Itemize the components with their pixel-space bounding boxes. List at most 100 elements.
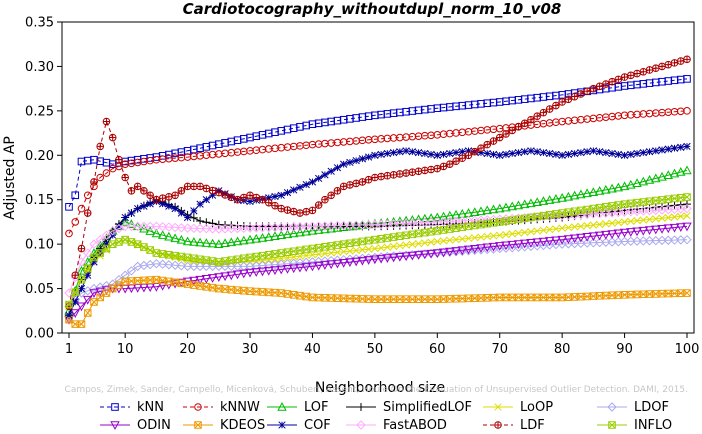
data-point xyxy=(445,210,455,220)
data-point xyxy=(390,171,397,179)
data-point xyxy=(638,176,649,186)
data-point xyxy=(321,171,329,179)
data-point xyxy=(552,102,560,109)
data-point xyxy=(388,253,399,263)
data-point xyxy=(321,243,329,251)
data-point xyxy=(271,202,279,209)
data-point xyxy=(308,206,317,215)
watermark: Campos, Zimek, Sander, Campello, Micenko… xyxy=(65,385,688,395)
data-point xyxy=(363,220,374,230)
data-point xyxy=(359,178,366,186)
data-point xyxy=(526,198,536,208)
data-point xyxy=(158,200,167,208)
data-point xyxy=(139,283,149,293)
data-point xyxy=(519,199,530,209)
data-point xyxy=(176,234,187,244)
data-point xyxy=(145,283,155,293)
data-point xyxy=(489,150,498,159)
data-point xyxy=(414,239,423,248)
data-point xyxy=(276,230,286,240)
data-point xyxy=(596,83,603,90)
data-point xyxy=(558,224,566,232)
data-point xyxy=(264,266,274,276)
data-point xyxy=(664,195,673,203)
data-point xyxy=(476,206,486,216)
data-point xyxy=(340,160,348,168)
series-inflo xyxy=(65,193,691,309)
data-point xyxy=(458,223,467,232)
data-point xyxy=(682,165,692,175)
data-point xyxy=(140,187,148,195)
data-point xyxy=(134,204,142,213)
data-point xyxy=(365,176,372,184)
data-point xyxy=(439,237,448,245)
data-point xyxy=(515,123,522,131)
data-point xyxy=(321,249,329,258)
data-point xyxy=(577,148,585,157)
data-point xyxy=(315,174,323,183)
data-point xyxy=(546,225,554,234)
data-point xyxy=(226,237,237,247)
data-point xyxy=(121,174,129,181)
data-point xyxy=(514,215,523,224)
legend-marker xyxy=(357,403,365,411)
data-point xyxy=(602,220,610,228)
data-point xyxy=(502,217,510,225)
data-point xyxy=(358,237,367,246)
data-point xyxy=(445,160,454,168)
data-point xyxy=(563,235,574,244)
data-point xyxy=(570,207,579,216)
data-point xyxy=(508,127,516,134)
data-point xyxy=(232,261,243,272)
data-point xyxy=(564,223,573,232)
data-point xyxy=(452,157,460,165)
data-point xyxy=(683,55,691,64)
data-point xyxy=(483,219,492,228)
data-point xyxy=(595,203,604,212)
data-point xyxy=(140,187,148,195)
data-point xyxy=(583,222,591,230)
data-point xyxy=(239,235,249,245)
data-point xyxy=(265,199,273,206)
data-point xyxy=(132,284,143,293)
data-point xyxy=(633,70,641,77)
data-point xyxy=(196,217,205,226)
data-point xyxy=(494,242,505,251)
legend-label: KDEOS xyxy=(220,418,265,433)
data-point xyxy=(683,56,691,63)
y-tick-label: 0.15 xyxy=(25,193,54,208)
data-point xyxy=(496,134,504,141)
data-point xyxy=(184,183,191,190)
data-point xyxy=(82,295,93,305)
data-point xyxy=(339,240,348,248)
data-point xyxy=(602,148,610,157)
data-point xyxy=(90,178,98,186)
data-point xyxy=(514,229,523,237)
data-point xyxy=(601,184,611,194)
data-point xyxy=(371,174,379,181)
data-point xyxy=(164,260,174,270)
data-point xyxy=(532,197,542,207)
data-point xyxy=(577,90,585,98)
data-point xyxy=(77,275,86,284)
data-point xyxy=(170,260,180,270)
data-point xyxy=(526,239,536,248)
data-point xyxy=(96,249,105,257)
data-point xyxy=(427,227,435,236)
data-point xyxy=(494,203,505,213)
data-point xyxy=(265,194,273,202)
data-point xyxy=(371,235,379,244)
series-line-knnw xyxy=(68,110,688,234)
data-point xyxy=(276,222,286,232)
data-point xyxy=(527,213,535,222)
data-point xyxy=(77,204,86,213)
data-point xyxy=(258,251,267,260)
data-point xyxy=(570,223,579,231)
data-point xyxy=(77,284,86,293)
data-point xyxy=(221,257,229,265)
data-point xyxy=(307,221,318,232)
data-point xyxy=(151,221,162,232)
data-point xyxy=(452,224,460,232)
data-point xyxy=(134,183,141,190)
